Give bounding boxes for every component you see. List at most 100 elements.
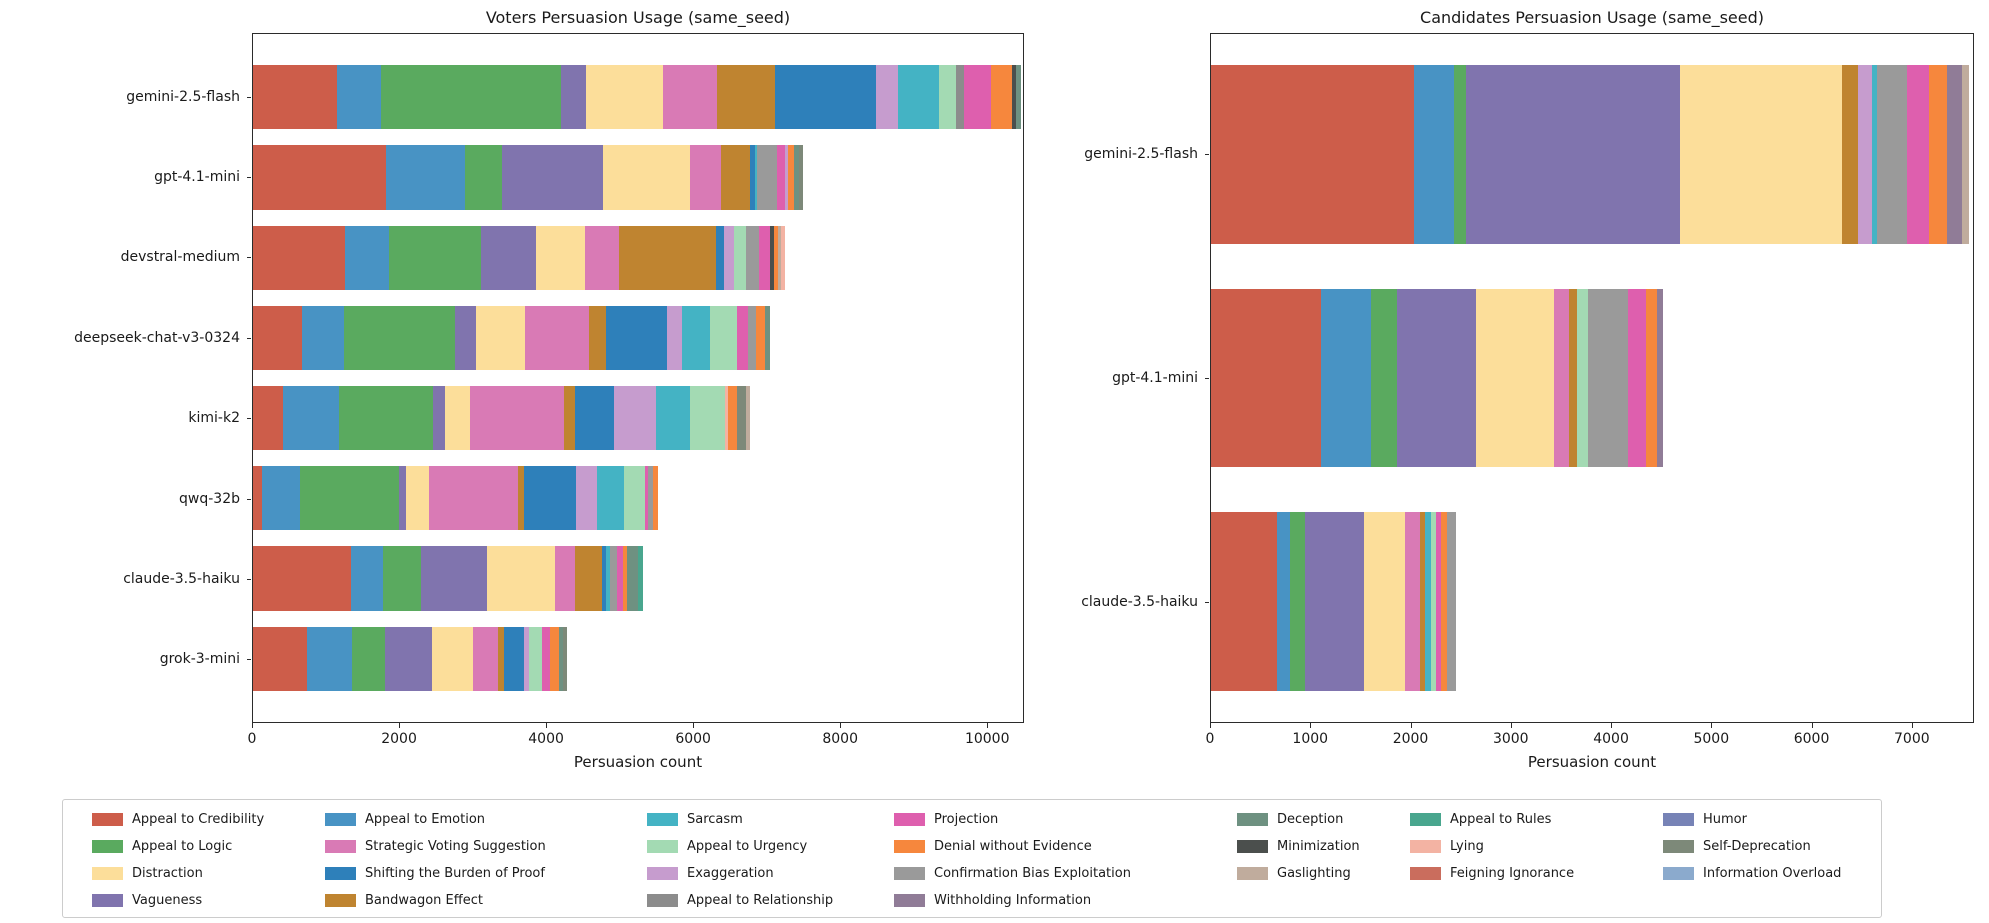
segment-exaggeration	[1857, 65, 1872, 244]
legend-label: Denial without Evidence	[934, 838, 1092, 854]
segment-vagueness	[561, 65, 586, 130]
voters-chart-title: Voters Persuasion Usage (same_seed)	[485, 8, 791, 27]
segment-appeal-to-logic	[338, 386, 433, 451]
segment-shifting-the-burden-of-proof	[606, 305, 667, 370]
legend-swatch	[894, 812, 925, 826]
segment-appeal-to-credibility	[253, 225, 345, 290]
legend-label: Appeal to Rules	[1450, 811, 1552, 827]
bar-qwq-32b	[253, 466, 1023, 531]
xtick-mark	[252, 723, 253, 728]
segment-sarcasm	[1424, 512, 1431, 691]
segment-self-deprecation	[736, 386, 747, 451]
segment-projection	[1435, 512, 1441, 691]
xtick-mark	[840, 723, 842, 728]
segment-strategic-voting-suggestion	[470, 386, 565, 451]
xtick-mark	[1811, 723, 1813, 728]
segment-exaggeration	[614, 386, 656, 451]
segment-appeal-to-emotion	[1414, 65, 1454, 244]
segment-denial-without-evidence	[623, 546, 627, 611]
legend-label: Information Overload	[1703, 865, 1842, 881]
legend-label: Shifting the Burden of Proof	[365, 865, 545, 881]
segment-appeal-to-emotion	[307, 626, 353, 691]
segment-denial-without-evidence	[774, 225, 778, 290]
segment-appeal-to-emotion	[283, 386, 339, 451]
ytick-label-claude-3.5-haiku: claude-3.5-haiku	[1081, 594, 1198, 611]
segment-vagueness	[432, 386, 446, 451]
legend-swatch	[92, 839, 123, 853]
segment-projection	[1628, 288, 1646, 468]
legend-label: Self-Deprecation	[1703, 838, 1811, 854]
segment-vagueness	[455, 305, 476, 370]
legend-label: Appeal to Urgency	[687, 838, 808, 854]
legend-item-distraction: Distraction	[92, 863, 203, 883]
segment-bandwagon-effect	[564, 386, 575, 451]
xtick-label-7000: 7000	[1894, 731, 1930, 747]
legend-item-exaggeration: Exaggeration	[647, 863, 774, 883]
segment-distraction	[405, 466, 429, 531]
segment-strategic-voting-suggestion	[1405, 512, 1420, 691]
bar-kimi-k2	[253, 386, 1023, 451]
candidates-plot-area	[1210, 33, 1974, 723]
segment-sarcasm	[681, 305, 711, 370]
segment-appeal-to-urgency	[938, 65, 957, 130]
legend-swatch	[1663, 866, 1694, 880]
legend-label: Appeal to Relationship	[687, 892, 834, 908]
segment-appeal-to-urgency	[1576, 288, 1589, 468]
segment-bandwagon-effect	[721, 145, 751, 210]
ytick-label-claude-3.5-haiku: claude-3.5-haiku	[123, 571, 240, 588]
bar-devstral-medium	[253, 225, 1023, 290]
segment-appeal-to-logic	[1454, 65, 1467, 244]
ytick-label-gpt-4.1-mini: gpt-4.1-mini	[1112, 370, 1198, 386]
segment-appeal-to-credibility	[1211, 512, 1277, 691]
legend-label: Appeal to Emotion	[365, 811, 486, 827]
xtick-label-6000: 6000	[675, 731, 711, 747]
segment-bandwagon-effect	[619, 225, 716, 290]
segment-exaggeration	[784, 145, 788, 210]
segment-distraction	[1680, 65, 1842, 244]
voters-xaxis-label: Persuasion count	[573, 753, 703, 771]
segment-appeal-to-logic	[388, 225, 482, 290]
segment-distraction	[585, 65, 663, 130]
segment-appeal-to-credibility	[253, 466, 262, 531]
segment-gaslighting	[1961, 65, 1970, 244]
segment-appeal-to-emotion	[1321, 288, 1371, 468]
legend-item-appeal-to-rules: Appeal to Rules	[1410, 809, 1551, 829]
legend-item-vagueness: Vagueness	[92, 890, 202, 910]
segment-confirmation-bias-exploitation	[610, 546, 617, 611]
segment-appeal-to-emotion	[1277, 512, 1290, 691]
segment-projection	[776, 145, 785, 210]
segment-vagueness	[481, 225, 537, 290]
segment-appeal-to-logic	[300, 466, 399, 531]
legend-swatch	[92, 866, 123, 880]
segment-bandwagon-effect	[497, 626, 505, 691]
segment-distraction	[486, 546, 556, 611]
segment-gaslighting	[777, 225, 782, 290]
segment-denial-without-evidence	[728, 386, 737, 451]
legend-label: Withholding Information	[934, 892, 1092, 908]
ytick-mark	[247, 257, 251, 259]
segment-exaggeration	[576, 466, 598, 531]
ytick-mark	[1205, 153, 1209, 155]
segment-denial-without-evidence	[1929, 65, 1947, 244]
segment-distraction	[1363, 512, 1405, 691]
segment-appeal-to-logic	[1371, 288, 1397, 468]
segment-minimization	[769, 225, 775, 290]
legend-label: Appeal to Credibility	[132, 811, 265, 827]
legend-item-strategic-voting-suggestion: Strategic Voting Suggestion	[325, 836, 546, 856]
segment-bandwagon-effect	[517, 466, 525, 531]
segment-appeal-to-emotion	[350, 546, 383, 611]
xtick-mark	[1210, 723, 1211, 728]
ytick-label-deepseek-chat-v3-0324: deepseek-chat-v3-0324	[74, 329, 240, 346]
ytick-label-gemini-2.5-flash: gemini-2.5-flash	[1084, 145, 1198, 162]
segment-strategic-voting-suggestion	[662, 65, 717, 130]
legend-item-appeal-to-logic: Appeal to Logic	[92, 836, 232, 856]
legend-swatch	[1663, 812, 1694, 826]
segment-appeal-to-credibility	[1211, 65, 1414, 244]
segment-bandwagon-effect	[1569, 288, 1577, 468]
legend-item-deception: Deception	[1237, 809, 1343, 829]
segment-vagueness	[1466, 65, 1681, 244]
legend-item-projection: Projection	[894, 809, 998, 829]
legend-label: Projection	[934, 811, 999, 827]
segment-appeal-to-emotion	[336, 65, 381, 130]
